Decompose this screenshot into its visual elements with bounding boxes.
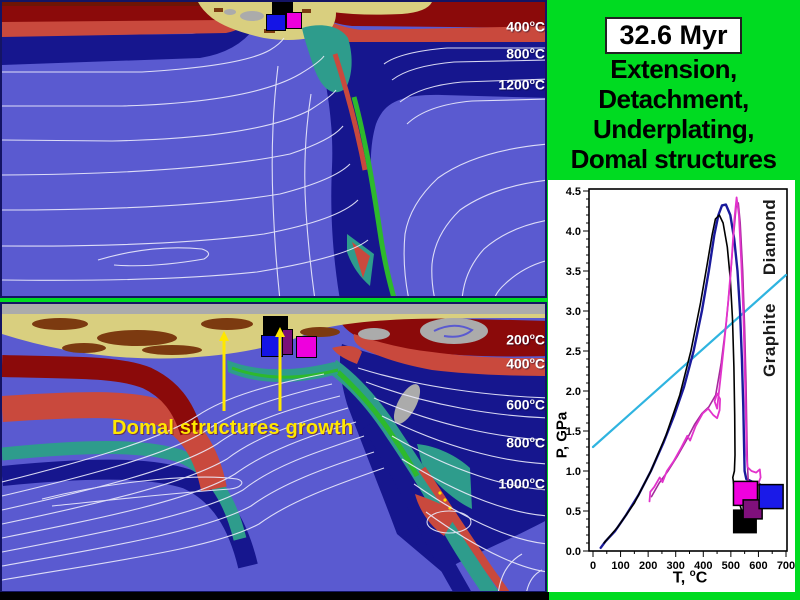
y-axis-title: P, GPa: [553, 411, 571, 459]
caption-column: 32.6 Myr Extension, Detachment, Underpla…: [547, 0, 800, 182]
x-tick-label: 100: [611, 560, 629, 572]
x-tick-label: 300: [667, 560, 685, 572]
bottom-simulation-panel: [0, 302, 547, 593]
y-tick-label: 4.0: [566, 226, 581, 238]
caption-line: Extension,: [610, 54, 737, 84]
x-tick-label: 200: [639, 560, 657, 572]
y-tick-label: 2.5: [566, 346, 581, 358]
top-simulation-image: [2, 2, 545, 296]
time-badge: 32.6 Myr: [605, 17, 742, 54]
pt-marker-purple: [742, 499, 763, 520]
x-tick-label: 700: [777, 560, 795, 572]
y-tick-label: 2.0: [566, 386, 581, 398]
x-tick-label: 400: [694, 560, 712, 572]
y-tick-label: 3.0: [566, 306, 581, 318]
graphite-diamond-boundary: [591, 273, 788, 449]
x-tick-label: 600: [749, 560, 767, 572]
x-axis-title: T, oC: [672, 568, 708, 587]
pt-chart: 0.0 0.5 1.0 1.5 2.0 2.5 3.0 3.5 4.0 4.5 0 100 200 300…: [566, 186, 795, 572]
caption-line: Domal structures: [570, 144, 777, 174]
y-tick-label: 3.5: [566, 266, 581, 278]
y-tick-label: 0.5: [566, 506, 581, 518]
x-tick-label: 0: [590, 560, 596, 572]
bottom-bar: [0, 592, 549, 600]
top-simulation-panel: [0, 0, 547, 298]
pt-path-magenta: [648, 196, 762, 503]
y-tick-label: 0.0: [566, 546, 581, 558]
y-tick-label: 4.5: [566, 186, 581, 198]
pt-marker-blue: [758, 483, 784, 510]
region-label-diamond: Diamond: [760, 198, 779, 276]
caption-line: Detachment,: [598, 84, 749, 114]
pt-path-black: [603, 214, 745, 544]
y-tick-label: 1.0: [566, 466, 581, 478]
bottom-simulation-image: [2, 304, 545, 591]
region-label-graphite: Graphite: [760, 303, 779, 377]
caption-line: Underplating,: [592, 114, 755, 144]
pt-chart-panel: 0.0 0.5 1.0 1.5 2.0 2.5 3.0 3.5 4.0 4.5 0 100 200 300…: [548, 180, 795, 592]
x-tick-label: 500: [722, 560, 740, 572]
y-tick-label: 1.5: [566, 426, 581, 438]
